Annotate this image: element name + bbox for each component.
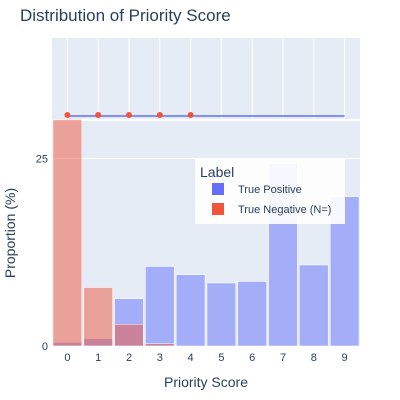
bar[interactable] bbox=[237, 281, 267, 347]
x-tick-label: 1 bbox=[95, 352, 101, 364]
rug-point[interactable] bbox=[95, 112, 102, 118]
legend-swatch bbox=[212, 183, 224, 195]
x-tick-label: 7 bbox=[280, 352, 286, 364]
y-tick-labels: 0 25 bbox=[36, 154, 48, 354]
bar[interactable] bbox=[145, 266, 175, 347]
x-tick-label: 3 bbox=[157, 352, 163, 364]
legend[interactable]: Label True Positive True Negative (N=) bbox=[195, 158, 345, 224]
x-tick-label: 6 bbox=[249, 352, 255, 364]
x-tick-label: 0 bbox=[64, 352, 70, 364]
x-tick-labels: 0 1 2 3 4 5 6 7 8 9 bbox=[64, 352, 347, 364]
rug-point[interactable] bbox=[187, 112, 194, 118]
marginal-rug bbox=[64, 112, 345, 118]
legend-label: True Positive bbox=[238, 184, 302, 196]
chart-title: Distribution of Priority Score bbox=[20, 6, 231, 25]
bar[interactable] bbox=[299, 264, 329, 347]
legend-item-true-negative[interactable]: True Negative (N=) bbox=[212, 203, 331, 216]
bar[interactable] bbox=[175, 274, 206, 347]
y-axis-label: Proportion (%) bbox=[2, 188, 18, 278]
rug-point[interactable] bbox=[156, 112, 163, 118]
legend-swatch bbox=[212, 203, 224, 215]
bar[interactable] bbox=[114, 324, 144, 347]
bar[interactable] bbox=[52, 119, 83, 347]
bar[interactable] bbox=[206, 282, 237, 347]
marginal-panel bbox=[52, 38, 360, 119]
legend-title: Label bbox=[200, 164, 234, 180]
x-tick-label: 2 bbox=[126, 352, 132, 364]
legend-label: True Negative (N=) bbox=[238, 204, 331, 216]
bars bbox=[52, 119, 360, 347]
x-tick-label: 5 bbox=[218, 352, 224, 364]
y-tick-label: 0 bbox=[42, 341, 48, 353]
y-tick-label: 25 bbox=[36, 154, 48, 166]
x-tick-label: 8 bbox=[311, 352, 317, 364]
x-tick-label: 9 bbox=[342, 352, 348, 364]
rug-point[interactable] bbox=[64, 112, 71, 118]
bar[interactable] bbox=[145, 343, 175, 347]
x-tick-label: 4 bbox=[188, 352, 194, 364]
x-axis-label: Priority Score bbox=[164, 374, 248, 390]
legend-item-true-positive[interactable]: True Positive bbox=[212, 183, 302, 196]
bar[interactable] bbox=[83, 287, 113, 347]
marginal-gridlines bbox=[66, 38, 346, 119]
rug-point[interactable] bbox=[126, 112, 132, 118]
